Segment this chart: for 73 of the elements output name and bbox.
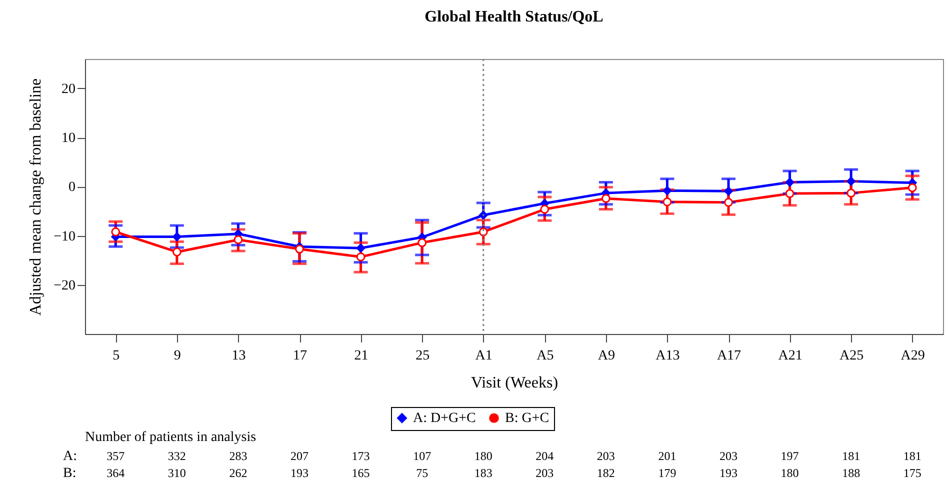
legend-label: B: G+C [505,411,550,426]
text: 180 [474,449,492,463]
point [846,188,856,198]
point [724,198,733,207]
y-tick-label: 10 [62,131,76,146]
text: 262 [229,466,248,480]
text: 332 [168,449,186,463]
text: 75 [416,466,428,480]
text: B: [63,466,76,481]
text: 203 [596,449,615,463]
text: Number of patients in analysis [85,430,256,445]
point [601,194,610,203]
y-axis-title: Adjusted mean change from baseline [28,78,45,316]
text: 175 [903,466,922,480]
point [662,197,672,206]
legend-label: A: D+G+C [413,411,476,426]
text: 201 [658,449,676,463]
x-tick-label: 25 [416,348,430,364]
text: 197 [780,449,799,463]
chart-title: Global Health Status/QoL [424,8,604,26]
x-tick-label: 21 [354,348,368,364]
text: 181 [903,449,922,463]
point [295,244,304,254]
x-tick-label: 5 [112,348,120,364]
x-axis-title: Visit (Weeks) [470,374,558,392]
text: 283 [229,449,248,463]
text: 183 [474,466,492,480]
y-tick-label: −20 [54,278,76,294]
point [172,248,182,256]
text: 203 [720,449,738,463]
text: 310 [168,466,186,480]
text: 179 [658,466,676,480]
text: 204 [536,449,554,463]
point [356,252,366,262]
x-tick-label: A29 [900,348,925,364]
text: 182 [596,466,615,480]
point [540,204,550,214]
text: 193 [290,466,308,480]
point [785,178,794,187]
x-tick-label: A13 [656,348,680,364]
x-tick-label: 13 [232,348,246,364]
point [111,227,120,236]
x-tick-label: A25 [840,348,864,364]
x-tick-label: 17 [293,348,307,364]
point [724,186,733,196]
text: 180 [780,466,799,480]
x-tick-label: A17 [716,348,742,364]
text: 207 [290,449,308,463]
text: 193 [720,466,738,480]
text: 203 [536,466,554,480]
text: A: [63,449,77,464]
text: 364 [106,466,125,480]
x-tick-label: 9 [174,348,181,364]
point [356,244,366,253]
point [908,183,917,192]
y-tick-label: −10 [54,229,76,244]
x-tick-label: A5 [536,348,554,364]
text: 188 [842,466,860,480]
text: 181 [842,449,860,463]
point [846,176,856,186]
point [418,238,427,248]
text: 165 [352,466,370,480]
point [785,189,794,198]
y-tick-label: 20 [62,82,76,97]
point [234,235,243,244]
text: 173 [352,449,370,463]
point [662,186,672,196]
x-tick-label: A1 [475,348,492,364]
text: 107 [413,449,432,463]
x-tick-label: A9 [598,348,615,364]
text: 357 [106,449,125,463]
y-tick-label: 0 [68,180,76,196]
x-tick-label: A21 [778,348,802,364]
